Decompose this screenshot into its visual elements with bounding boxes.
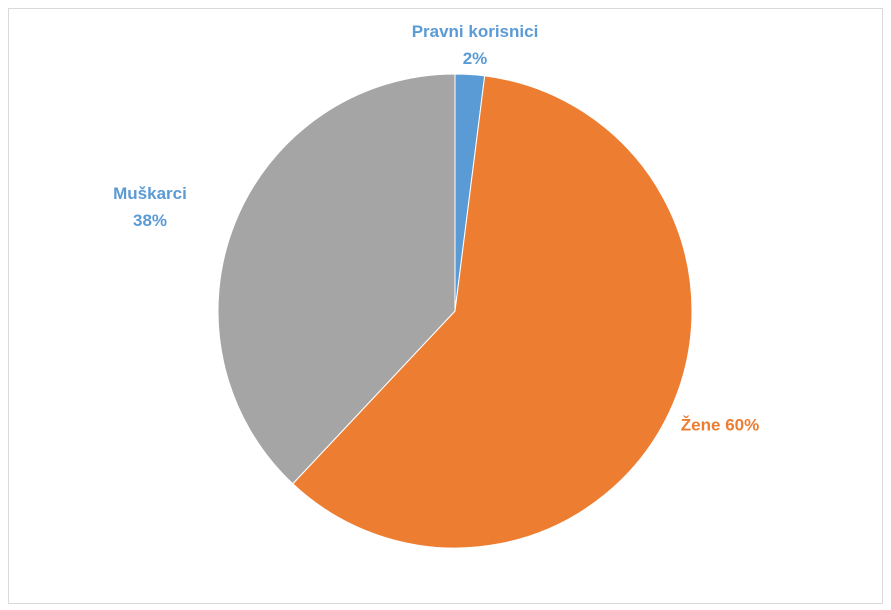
chart-border bbox=[8, 8, 883, 604]
label-value: 60% bbox=[725, 415, 760, 435]
label-category: Žene bbox=[680, 415, 721, 435]
data-label: Pravni korisnici 2% bbox=[408, 18, 543, 72]
label-value: 2% bbox=[462, 49, 488, 68]
pie-slice bbox=[217, 73, 456, 485]
data-label: Muškarci 38% bbox=[95, 180, 205, 234]
data-label: Žene 60% bbox=[665, 412, 775, 439]
label-value: 38% bbox=[132, 211, 168, 230]
pie-slice bbox=[292, 75, 693, 549]
label-category: Muškarci bbox=[113, 184, 187, 203]
label-category: Pravni korisnici bbox=[411, 22, 539, 41]
